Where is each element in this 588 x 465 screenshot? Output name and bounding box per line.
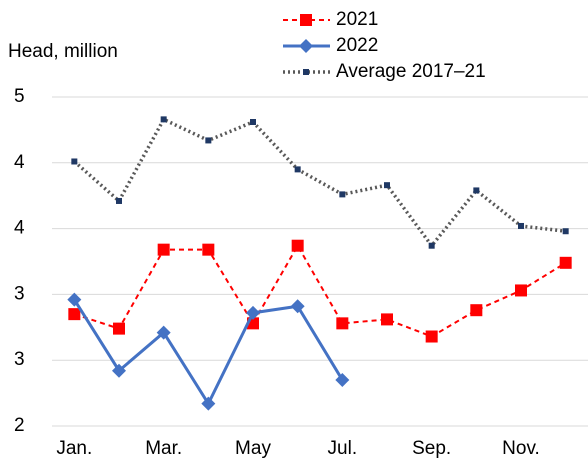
y-tick-label: 3: [14, 349, 25, 370]
y-tick-label: 4: [14, 152, 25, 173]
marker: [157, 243, 170, 256]
marker: [470, 304, 483, 317]
x-tick-label: Nov.: [502, 438, 540, 459]
marker: [156, 325, 171, 340]
marker: [290, 299, 305, 314]
series-line: [73, 298, 344, 407]
x-tick-label: Mar.: [145, 438, 182, 459]
marker: [336, 317, 349, 330]
marker: [291, 239, 304, 252]
legend-label: 2021: [336, 9, 378, 30]
y-tick-label: 2: [14, 415, 25, 436]
marker: [246, 305, 260, 320]
series-line: [74, 243, 567, 338]
marker: [339, 191, 346, 198]
x-tick-label: Jan.: [56, 438, 92, 459]
marker: [473, 187, 480, 194]
marker: [428, 242, 435, 249]
marker: [67, 292, 82, 307]
x-tick-label: Jul.: [328, 438, 358, 459]
y-tick-label: 3: [14, 283, 25, 304]
legend-label: 2022: [336, 35, 378, 56]
marker: [112, 363, 126, 378]
marker: [201, 396, 216, 411]
marker: [205, 137, 212, 144]
series-line: [73, 117, 566, 249]
marker: [335, 372, 350, 387]
marker: [250, 119, 256, 126]
marker: [299, 39, 313, 53]
marker: [300, 14, 312, 26]
marker: [71, 158, 78, 165]
marker: [559, 256, 572, 269]
marker: [518, 222, 524, 229]
marker: [202, 243, 215, 256]
x-tick-label: Sep.: [412, 438, 451, 459]
marker: [116, 197, 122, 204]
marker: [515, 284, 527, 297]
marker: [294, 166, 301, 173]
legend-label: Average 2017–21: [336, 61, 486, 82]
marker: [160, 116, 167, 123]
y-tick-label: 5: [14, 86, 25, 107]
marker: [425, 330, 438, 343]
marker: [562, 228, 569, 235]
marker: [303, 69, 309, 75]
y-tick-label: 4: [14, 218, 25, 239]
marker: [113, 322, 125, 335]
y-axis-label: Head, million: [8, 41, 118, 62]
x-tick-label: May: [235, 438, 271, 459]
marker: [384, 182, 390, 189]
marker: [68, 308, 81, 321]
marker: [381, 313, 393, 326]
